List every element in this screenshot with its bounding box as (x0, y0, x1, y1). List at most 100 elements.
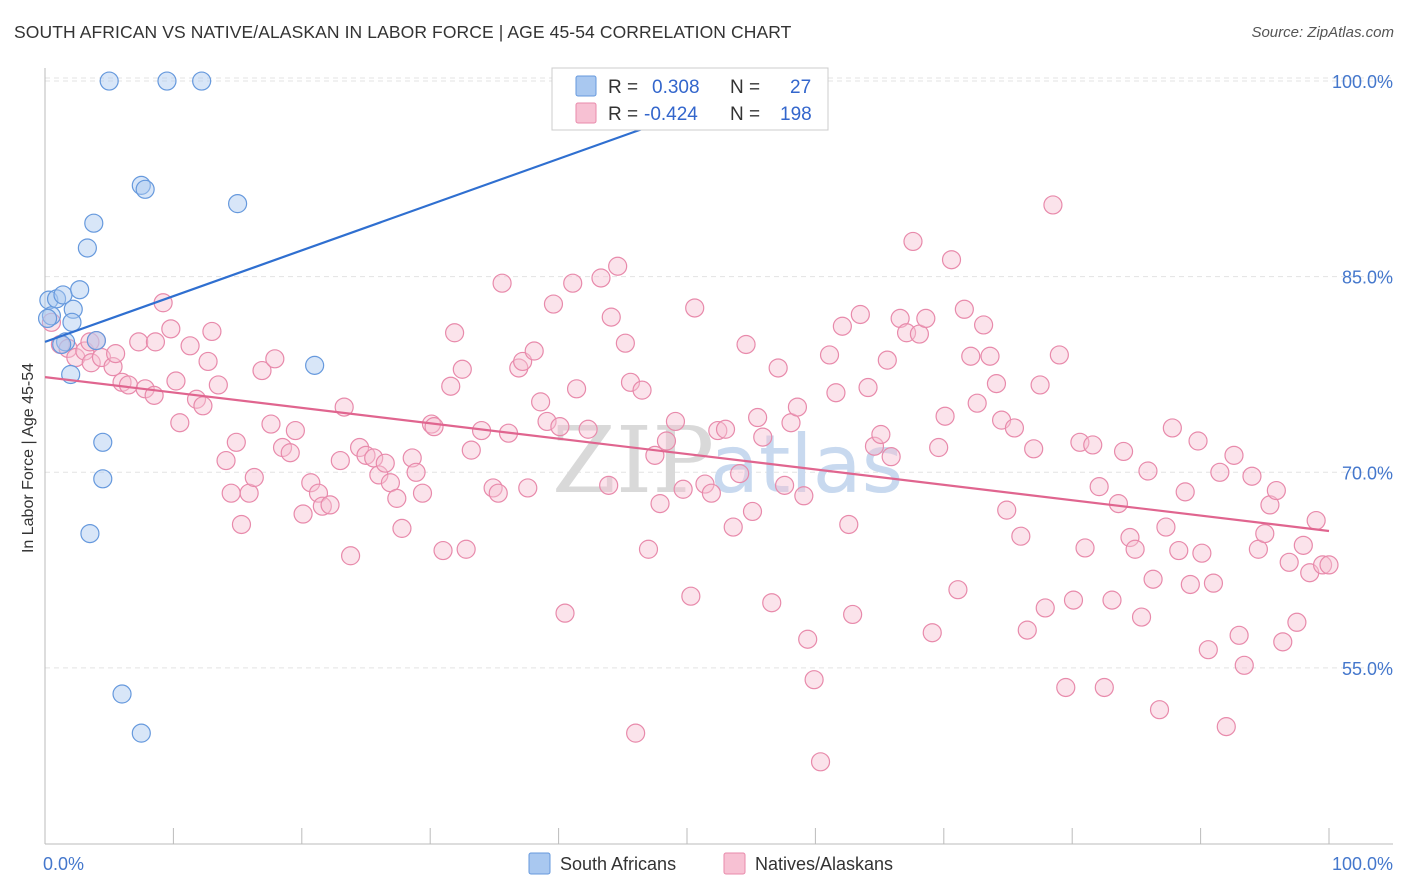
south-africans-point (93, 469, 113, 489)
natives-alaskans-point (424, 417, 444, 437)
natives-alaskans-point (301, 473, 321, 493)
natives-alaskans-point (941, 250, 962, 270)
natives-alaskans-point (555, 603, 575, 623)
natives-alaskans-point (293, 504, 313, 524)
natives-alaskans-point (715, 419, 736, 439)
south-africans-point (77, 238, 97, 258)
natives-alaskans-point (1242, 466, 1262, 486)
natives-alaskans-point (723, 517, 743, 537)
natives-alaskans-point (1094, 677, 1114, 698)
natives-alaskans-point (1143, 569, 1163, 589)
natives-alaskans-point (986, 374, 1007, 394)
x-tick-marks (44, 828, 1330, 844)
natives-alaskans-point (673, 479, 693, 499)
natives-alaskans-point (832, 316, 852, 336)
natives-alaskans-point (1180, 574, 1200, 595)
natives-alaskans-point (708, 420, 728, 441)
natives-alaskans-point (261, 414, 281, 434)
natives-alaskans-point (244, 467, 264, 488)
legend-n-label-2: N = (730, 104, 760, 125)
natives-alaskans-point (774, 475, 795, 495)
natives-alaskans-point (1011, 526, 1031, 546)
natives-alaskans-point (961, 346, 981, 366)
natives-alaskans-point (1260, 495, 1280, 515)
natives-alaskans-point (456, 539, 476, 559)
natives-alaskans-point (1131, 607, 1152, 627)
natives-alaskans-point (871, 424, 891, 445)
natives-alaskans-point (578, 419, 598, 439)
natives-alaskans-point (1198, 640, 1218, 660)
natives-alaskans-point (1279, 552, 1299, 572)
natives-alaskans-point (1192, 543, 1212, 563)
natives-alaskans-point (794, 486, 814, 506)
natives-alaskans-point (1255, 523, 1275, 544)
natives-alaskans-point (1030, 375, 1050, 395)
series-label-south-africans: South Africans (560, 854, 676, 874)
south-africans-point (99, 71, 119, 91)
natives-alaskans-point (1125, 539, 1145, 559)
natives-alaskans-point (412, 483, 433, 503)
south-africans-point (86, 330, 106, 351)
natives-alaskans-point (620, 372, 641, 392)
natives-alaskans-point (929, 437, 949, 458)
natives-alaskans-point (1004, 418, 1025, 438)
natives-alaskans-point (1017, 620, 1037, 640)
watermark-zip: ZIP (552, 407, 714, 514)
natives-alaskans-point (402, 448, 422, 468)
natives-alaskans-point (1287, 612, 1307, 632)
natives-alaskans-point (161, 319, 181, 339)
natives-alaskans-point (948, 580, 968, 600)
natives-alaskans-point (839, 514, 859, 535)
natives-alaskans-point (997, 500, 1017, 520)
natives-alaskans-point (118, 375, 139, 395)
natives-alaskans-point (537, 411, 557, 432)
natives-alaskans-point (826, 383, 846, 403)
natives-alaskans-point (524, 341, 544, 361)
natives-alaskans-point (1024, 439, 1044, 459)
natives-alaskans-point (320, 495, 340, 515)
south-africans-point (228, 194, 248, 214)
natives-alaskans-point (701, 483, 721, 503)
legend-n-value-2: 198 (780, 104, 812, 125)
natives-alaskans-point (736, 334, 756, 355)
natives-alaskans-point (1319, 555, 1339, 575)
natives-alaskans-point (563, 273, 583, 293)
natives-alaskans-point (1108, 494, 1129, 514)
series-swatch-south-africans (528, 852, 551, 875)
natives-alaskans-point (252, 360, 272, 381)
natives-alaskans-point (804, 670, 824, 690)
natives-alaskans-point (762, 593, 782, 613)
natives-alaskans-point (742, 501, 763, 522)
natives-alaskans-point (787, 397, 808, 417)
natives-alaskans-point (518, 478, 538, 498)
natives-alaskans-point (1224, 445, 1244, 465)
legend-box-frame (551, 67, 829, 131)
natives-alaskans-point (1056, 677, 1076, 698)
south-africans-point (84, 213, 104, 233)
y-tick-label: 55.0% (1342, 659, 1393, 679)
natives-alaskans-point (1266, 480, 1286, 501)
natives-alaskans-point (1043, 195, 1063, 215)
source-credit: Source: ZipAtlas.com (1251, 24, 1394, 41)
natives-alaskans-point (922, 623, 942, 643)
natives-alaskans-point (1120, 527, 1140, 548)
natives-alaskans-point (599, 475, 619, 495)
south-africans-point (80, 523, 100, 544)
natives-alaskans-point (492, 273, 512, 293)
natives-alaskans-point (81, 353, 101, 373)
natives-alaskans-point (890, 308, 910, 329)
natives-alaskans-point (1293, 535, 1313, 555)
natives-alaskans-point (265, 349, 285, 369)
series-legend: South Africans Natives/Alaskans (528, 852, 893, 875)
legend-r-label-1: R = (608, 77, 638, 98)
natives-alaskans-point (387, 488, 407, 508)
natives-alaskans-point (1113, 441, 1134, 462)
natives-alaskans-point (444, 323, 465, 343)
natives-alaskans-point (608, 256, 628, 276)
natives-alaskans-point (864, 436, 885, 456)
natives-alaskans-point (221, 483, 241, 503)
natives-alaskans-point (1149, 700, 1170, 720)
natives-alaskans-point (1102, 590, 1122, 610)
south-africans-point (131, 723, 151, 743)
natives-alaskans-point (488, 483, 508, 503)
